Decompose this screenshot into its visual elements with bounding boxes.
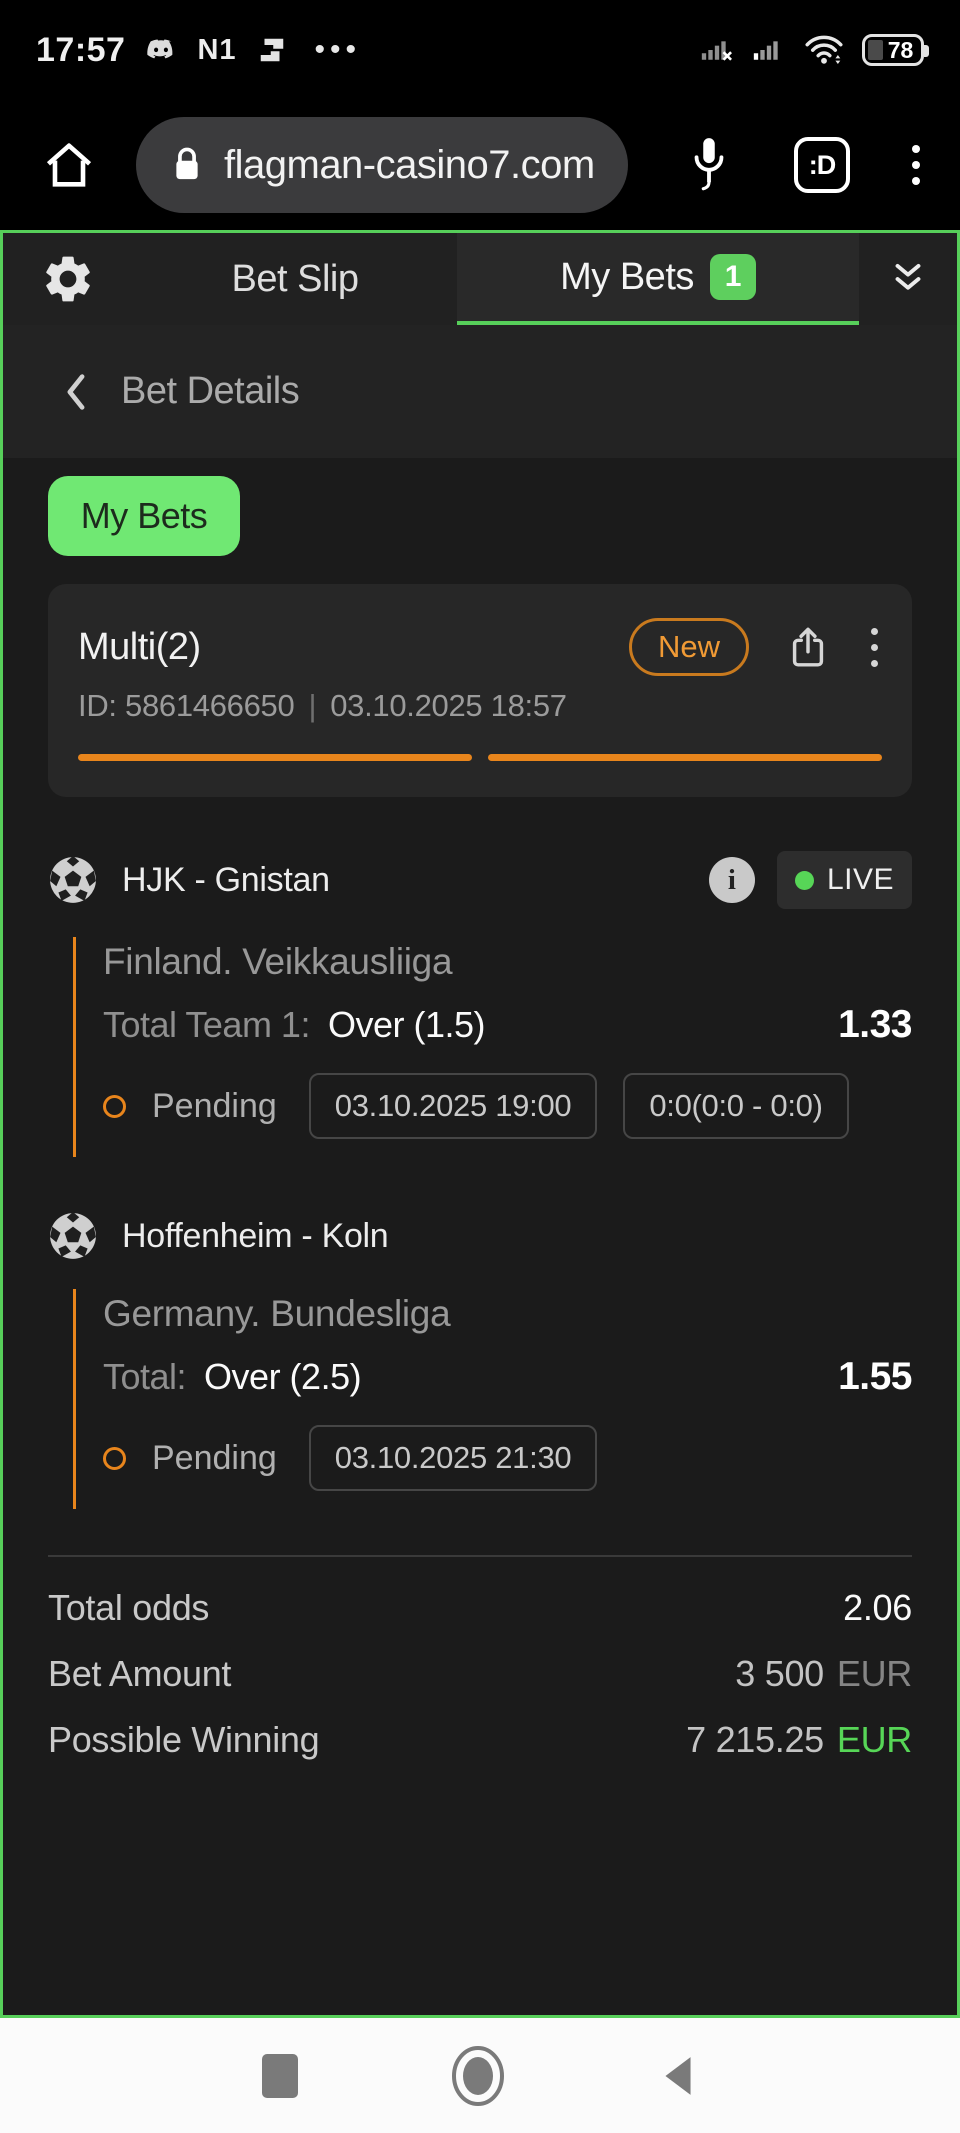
league-name: Germany. Bundesliga: [103, 1293, 451, 1334]
clock: 17:57: [36, 30, 126, 69]
url-text: flagman-casino7.com: [224, 142, 595, 187]
progress-bar-segment: [78, 754, 472, 761]
signal-sim2-icon: [752, 37, 786, 63]
possible-winning-currency: EUR: [836, 1719, 912, 1760]
pending-status-icon: [103, 1446, 126, 1470]
card-menu-icon[interactable]: [867, 624, 882, 671]
bet-amount-currency: EUR: [836, 1653, 912, 1694]
lock-icon: [170, 145, 204, 185]
betting-app-frame: Bet Slip My Bets 1 Bet Details My Bets M…: [0, 230, 960, 2018]
page-title: Bet Details: [121, 370, 300, 412]
league-name: Finland. Veikkausliiga: [103, 941, 453, 982]
back-triangle-icon[interactable]: [658, 2053, 698, 2099]
bet-amount-row: Bet Amount 3 500 EUR: [48, 1653, 912, 1694]
bet-tabs: Bet Slip My Bets 1: [3, 233, 957, 325]
notification-dots-icon: •••: [314, 33, 362, 66]
s-logo-icon: [257, 35, 287, 65]
my-bets-filter-button[interactable]: My Bets: [48, 476, 240, 556]
microphone-icon[interactable]: [686, 134, 732, 196]
tab-my-bets[interactable]: My Bets 1: [457, 233, 859, 325]
chevron-left-icon: [59, 372, 93, 412]
bet-id: ID: 5861466650: [78, 688, 295, 723]
multi-progress-bars: [78, 754, 882, 761]
status-label: Pending: [152, 1086, 277, 1125]
battery-icon: 78: [862, 34, 929, 66]
tab-my-bets-label: My Bets: [560, 255, 694, 298]
tab-bet-slip[interactable]: Bet Slip: [231, 257, 359, 300]
score-chip: 0:0(0:0 - 0:0): [623, 1073, 849, 1139]
battery-percent: 78: [887, 36, 914, 63]
start-time-chip: 03.10.2025 21:30: [308, 1425, 598, 1491]
match-teams: HJK - Gnistan: [122, 860, 330, 899]
market-label: Total Team 1:: [103, 1004, 310, 1045]
status-badge: New: [628, 618, 749, 676]
discord-icon: [145, 37, 177, 63]
my-bets-count-badge: 1: [709, 254, 756, 300]
match-teams: Hoffenheim - Koln: [122, 1216, 389, 1255]
total-odds-row: Total odds 2.06: [48, 1587, 912, 1628]
info-icon[interactable]: i: [708, 857, 755, 903]
bet-summary: Total odds 2.06 Bet Amount 3 500 EUR Pos…: [48, 1587, 912, 1761]
selection-label: Over (1.5): [327, 1004, 486, 1045]
bet-datetime: 03.10.2025 18:57: [330, 688, 567, 723]
browser-menu-icon[interactable]: [912, 145, 920, 185]
odds-value: 1.33: [838, 1003, 912, 1046]
match-item: Hoffenheim - Koln Germany. Bundesliga To…: [48, 1211, 912, 1509]
back-navigation[interactable]: Bet Details: [3, 325, 957, 458]
live-dot-icon: [794, 870, 814, 890]
summary-divider: [48, 1555, 912, 1557]
start-time-chip: 03.10.2025 19:00: [308, 1073, 598, 1139]
total-odds-value: 2.06: [843, 1587, 912, 1628]
android-nav-bar: [0, 2018, 960, 2133]
bet-amount-value: 3 500: [735, 1653, 824, 1694]
soccer-ball-icon: [48, 855, 98, 905]
live-badge: LIVE: [776, 851, 912, 909]
home-icon[interactable]: [40, 136, 98, 194]
odds-value: 1.55: [838, 1355, 912, 1398]
settings-button[interactable]: [3, 233, 133, 325]
gear-icon: [40, 251, 96, 307]
browser-toolbar: flagman-casino7.com :D: [0, 100, 960, 230]
collapse-button[interactable]: [859, 233, 957, 325]
bet-id-line: ID: 5861466650 | 03.10.2025 18:57: [78, 688, 567, 723]
market-label: Total:: [103, 1356, 187, 1397]
home-circle-icon[interactable]: [450, 2044, 506, 2108]
bet-summary-card[interactable]: Multi(2) New ID: 5861466650 | 03.10.2025…: [48, 584, 912, 797]
selection-label: Over (2.5): [204, 1356, 362, 1397]
progress-bar-segment: [488, 754, 882, 761]
pending-status-icon: [103, 1094, 126, 1118]
bet-type-title: Multi(2): [78, 625, 201, 668]
share-icon[interactable]: [785, 624, 831, 670]
possible-winning-row: Possible Winning 7 215.25 EUR: [48, 1719, 912, 1760]
wifi-icon: [804, 34, 844, 66]
recents-icon[interactable]: [262, 2053, 298, 2098]
soccer-ball-icon: [48, 1211, 98, 1261]
status-label: Pending: [152, 1438, 277, 1477]
possible-winning-value: 7 215.25: [686, 1719, 824, 1760]
url-bar[interactable]: flagman-casino7.com: [136, 117, 628, 213]
n1-carrier-icon: N1: [197, 33, 237, 66]
double-chevron-down-icon: [887, 258, 929, 300]
status-bar: 17:57 N1 ••• 78: [0, 0, 960, 100]
tab-switcher-icon[interactable]: :D: [794, 137, 850, 193]
match-item: HJK - Gnistan i LIVE Finland. Veikkausli…: [48, 851, 912, 1157]
signal-sim1-no-service-icon: [700, 37, 734, 63]
bet-details-content: My Bets Multi(2) New ID: 5861466650 | 03…: [3, 458, 957, 2015]
